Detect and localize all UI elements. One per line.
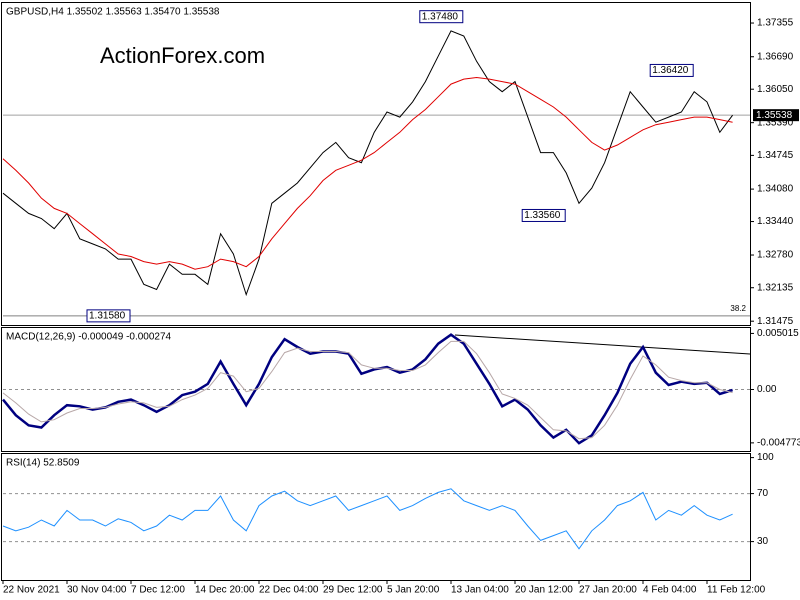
last-price-box [753, 109, 799, 122]
x-tick-label: 14 Dec 20:00 [195, 585, 255, 596]
y-tick-label: 1.33440 [757, 216, 794, 227]
x-tick-label: 22 Dec 04:00 [259, 585, 319, 596]
y-tick-label: 1.32780 [757, 250, 794, 261]
y-tick-label: 0.005015 [757, 328, 799, 339]
annotation-box [86, 309, 131, 323]
panel-title: MACD(12,26,9) -0.000049 -0.000274 [6, 332, 172, 343]
x-tick-label: 13 Jan 04:00 [451, 585, 509, 596]
annotation-box [521, 208, 566, 222]
panel-title: GBPUSD,H4 1.35502 1.35563 1.35470 1.3553… [6, 7, 220, 18]
x-tick-label: 5 Jan 20:00 [387, 585, 440, 596]
series-line [2, 76, 733, 270]
y-tick-label: 1.31475 [757, 316, 794, 327]
series-line [2, 340, 733, 440]
y-tick-label: 30 [757, 536, 769, 547]
annotation-box [419, 10, 464, 24]
series-line [2, 30, 734, 297]
y-tick-label: 1.35390 [757, 117, 794, 128]
x-tick-label: 4 Feb 04:00 [643, 585, 697, 596]
series-line [2, 488, 733, 550]
annotation-label: 1.31580 [89, 311, 126, 322]
watermark: ActionForex.com [100, 43, 265, 68]
x-tick-label: 7 Dec 12:00 [131, 585, 185, 596]
annotation-label: 1.36420 [652, 65, 689, 76]
annotation-label: 1.33560 [524, 210, 561, 221]
series-line [2, 333, 733, 445]
y-tick-label: 1.32135 [757, 282, 794, 293]
annotation-box [649, 63, 694, 77]
y-tick-label: 1.36050 [757, 84, 794, 95]
fib-label: 38.2 [730, 304, 746, 313]
y-tick-label: 70 [757, 488, 769, 499]
x-tick-label: 22 Nov 2021 [3, 585, 60, 596]
y-tick-label: -0.004773 [757, 438, 800, 449]
x-tick-label: 11 Feb 12:00 [707, 585, 766, 596]
y-tick-label: 1.34080 [757, 184, 794, 195]
y-tick-label: 100 [757, 452, 774, 463]
y-tick-label: 1.37355 [757, 18, 794, 29]
x-tick-label: 20 Jan 12:00 [515, 585, 573, 596]
x-tick-label: 30 Nov 04:00 [67, 585, 127, 596]
last-price-label: 1.35538 [756, 110, 793, 121]
annotation-label: 1.37480 [422, 11, 459, 22]
y-tick-label: 1.36690 [757, 51, 794, 62]
x-tick-label: 29 Dec 12:00 [323, 585, 383, 596]
y-tick-label: 0.00 [757, 384, 777, 395]
y-tick-label: 1.34745 [757, 150, 794, 161]
price-panel [1, 2, 751, 326]
trendline [454, 334, 751, 355]
rsi-panel [1, 453, 751, 581]
panel-title: RSI(14) 52.8509 [6, 458, 80, 469]
x-tick-label: 27 Jan 20:00 [579, 585, 637, 596]
